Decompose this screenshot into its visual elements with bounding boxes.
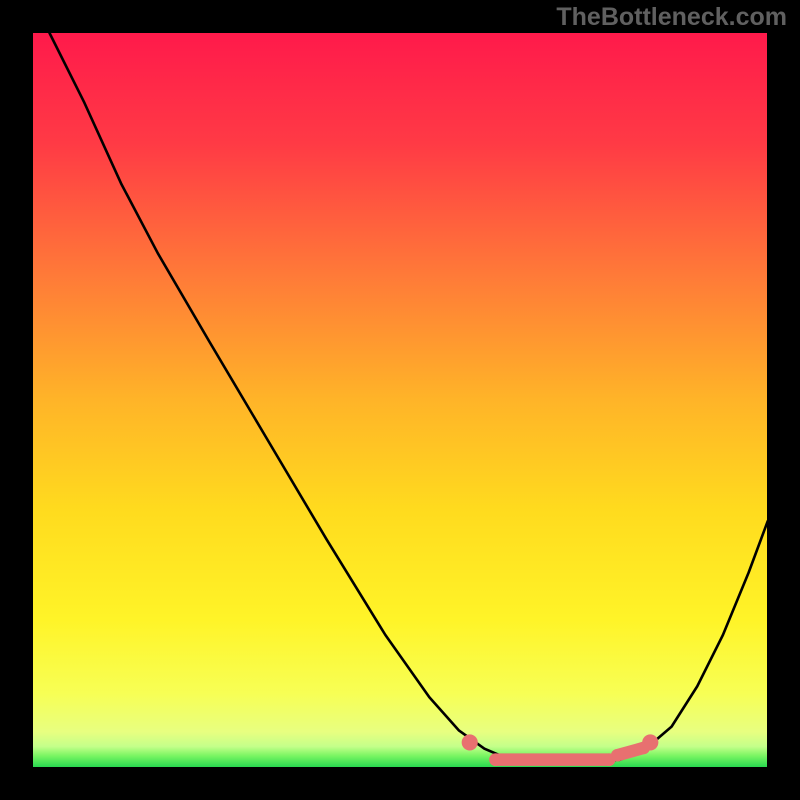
marker-dot xyxy=(462,734,478,750)
marker-dot xyxy=(642,734,658,750)
marker-bar-cap xyxy=(611,749,623,761)
watermark-label: TheBottleneck.com xyxy=(556,3,787,32)
marker-bar-cap xyxy=(489,753,501,765)
bottleneck-chart xyxy=(0,0,800,800)
